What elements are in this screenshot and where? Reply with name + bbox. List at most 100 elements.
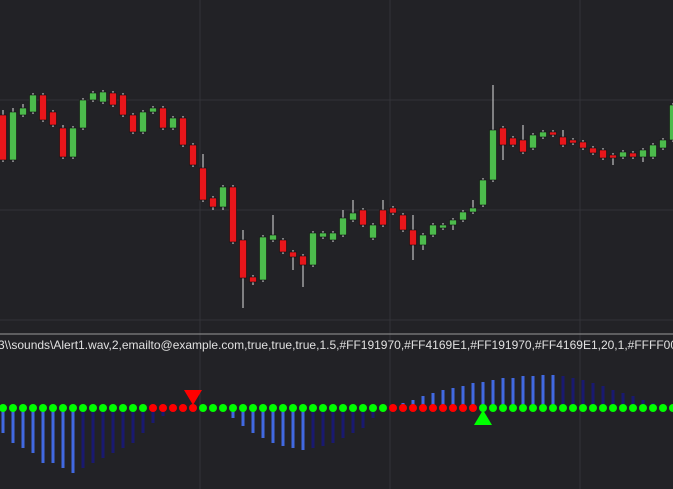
histogram-bar [371, 408, 375, 418]
signal-dot [339, 404, 347, 412]
histogram-bar [71, 408, 75, 473]
candle-body [559, 136, 567, 146]
signal-dot [549, 404, 557, 412]
candle-body [219, 186, 227, 208]
signal-dot [569, 404, 577, 412]
candle-body [89, 92, 97, 101]
candle-body [299, 255, 307, 266]
signal-dot [529, 404, 537, 412]
candle-body [129, 114, 137, 133]
histogram-bar [21, 408, 25, 448]
candle-body [49, 111, 57, 126]
signal-dot [459, 404, 467, 412]
histogram-bar [281, 408, 285, 446]
signal-dot [669, 404, 673, 412]
histogram-bar [511, 378, 515, 408]
signal-dot [0, 404, 7, 412]
candle-body [379, 209, 387, 226]
candle-body [499, 127, 507, 146]
signal-dot [99, 404, 107, 412]
histogram-bar [251, 408, 255, 433]
histogram-bar [131, 408, 135, 443]
histogram-bar [531, 376, 535, 408]
histogram-bar [441, 390, 445, 408]
signal-dot [169, 404, 177, 412]
candle-body [229, 186, 237, 243]
histogram-bar [291, 408, 295, 448]
histogram-bar [471, 383, 475, 408]
candle-body [569, 139, 577, 144]
signal-dot [49, 404, 57, 412]
candle-body [39, 94, 47, 121]
histogram-bar [41, 408, 45, 463]
candle-body [199, 167, 207, 201]
candle-body [109, 92, 117, 106]
candle-body [59, 127, 67, 158]
signal-dot [449, 404, 457, 412]
candle-body [239, 239, 247, 279]
signal-dot [249, 404, 257, 412]
histogram-bar [1, 408, 5, 433]
signal-dot [649, 404, 657, 412]
signal-dot [599, 404, 607, 412]
indicator-label: 3\\sounds\Alert1.wav,2,emailto@example.c… [0, 338, 673, 352]
candle-body [579, 141, 587, 149]
signal-dot [269, 404, 277, 412]
signal-dot [399, 404, 407, 412]
candle-body [169, 117, 177, 129]
candle-body [319, 232, 327, 238]
signal-dot [89, 404, 97, 412]
histogram-bar [101, 408, 105, 458]
signal-dot [429, 404, 437, 412]
signal-dot [19, 404, 27, 412]
signal-dot [39, 404, 47, 412]
histogram-bar [431, 393, 435, 408]
signal-dot [509, 404, 517, 412]
candle-body [629, 152, 637, 158]
signal-dot [359, 404, 367, 412]
signal-dot [589, 404, 597, 412]
histogram-bar [581, 380, 585, 408]
signal-dot [9, 404, 17, 412]
signal-dot [369, 404, 377, 412]
candle-body [149, 107, 157, 113]
candle-body [529, 134, 537, 149]
candle-body [159, 107, 167, 129]
signal-dot [79, 404, 87, 412]
signal-arrow [184, 390, 202, 405]
candle-body [389, 207, 397, 214]
signal-dot [559, 404, 567, 412]
candle-body [509, 137, 517, 146]
histogram-bar [261, 408, 265, 438]
signal-dot [309, 404, 317, 412]
signal-dot [519, 404, 527, 412]
signal-dot [29, 404, 37, 412]
candle-body [179, 117, 187, 146]
signal-dot [629, 404, 637, 412]
candle-body [609, 154, 617, 159]
histogram-bar [151, 408, 155, 423]
signal-dot [119, 404, 127, 412]
signal-dot [499, 404, 507, 412]
candle-body [639, 149, 647, 158]
histogram-bar [321, 408, 325, 446]
candle-body [449, 219, 457, 226]
histogram-bar [571, 378, 575, 408]
histogram-bar [591, 383, 595, 408]
histogram-bar [521, 376, 525, 408]
signal-dot [659, 404, 667, 412]
candle-body [469, 207, 477, 213]
signal-dot [219, 404, 227, 412]
histogram-bar [301, 408, 305, 450]
candle-body [669, 104, 673, 141]
signal-dot [619, 404, 627, 412]
histogram-bar [351, 408, 355, 433]
signal-dot [209, 404, 217, 412]
signal-dot [409, 404, 417, 412]
signal-dot [389, 404, 397, 412]
histogram-bar [91, 408, 95, 463]
histogram-bar [491, 380, 495, 408]
candle-body [249, 276, 257, 283]
